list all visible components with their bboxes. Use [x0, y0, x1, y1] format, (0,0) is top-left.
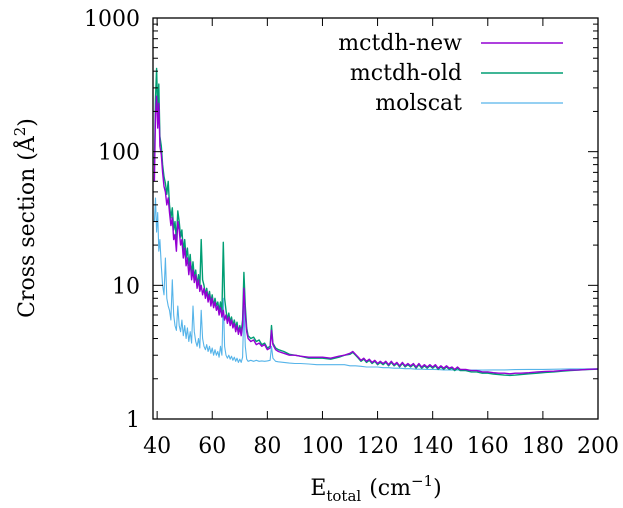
legend-label-mctdh-old: mctdh-old: [350, 61, 462, 86]
x-tick-label: 160: [467, 434, 509, 459]
series-line-molscat: [153, 197, 599, 371]
y-tick-label: 100: [98, 141, 140, 166]
y-axis-label-sup: 2: [11, 127, 29, 137]
y-axis-label-main: Cross section (Å: [12, 135, 40, 318]
y-tick-label: 1: [126, 408, 140, 433]
x-axis-label: Etotal (cm−1): [310, 472, 441, 505]
x-axis-label-unit-sup: −1: [411, 472, 433, 490]
ticks-layer: 40 60 80 100 120 140 160 180 200 1 10 100 1000: [84, 7, 619, 459]
x-tick-label: 200: [577, 434, 619, 459]
x-tick-label: 80: [253, 434, 281, 459]
y-tick-label: 10: [112, 274, 140, 299]
x-axis-label-unit-close: ): [433, 476, 442, 501]
legend-label-mctdh-new: mctdh-new: [338, 31, 462, 56]
x-tick-label: 40: [143, 434, 171, 459]
x-tick-label: 140: [412, 434, 454, 459]
y-axis-label-close: ): [15, 118, 40, 127]
legend-label-molscat: molscat: [375, 91, 462, 116]
series-layer: [153, 67, 599, 377]
series-line-mctdh-old: [153, 67, 599, 377]
x-tick-label: 100: [301, 434, 343, 459]
x-tick-label: 120: [357, 434, 399, 459]
x-axis-label-sub: total: [326, 487, 361, 505]
legend: mctdh-new mctdh-old molscat: [338, 31, 563, 116]
plot-frame: [152, 17, 599, 420]
x-axis-label-base: E: [310, 476, 326, 501]
y-tick-label: 1000: [84, 7, 140, 32]
x-tick-label: 180: [522, 434, 564, 459]
series-line-mctdh-new: [153, 95, 599, 375]
x-axis-label-unit: (cm: [369, 476, 411, 501]
x-tick-label: 60: [198, 434, 226, 459]
y-axis-label: Cross section (Å2): [11, 118, 40, 318]
